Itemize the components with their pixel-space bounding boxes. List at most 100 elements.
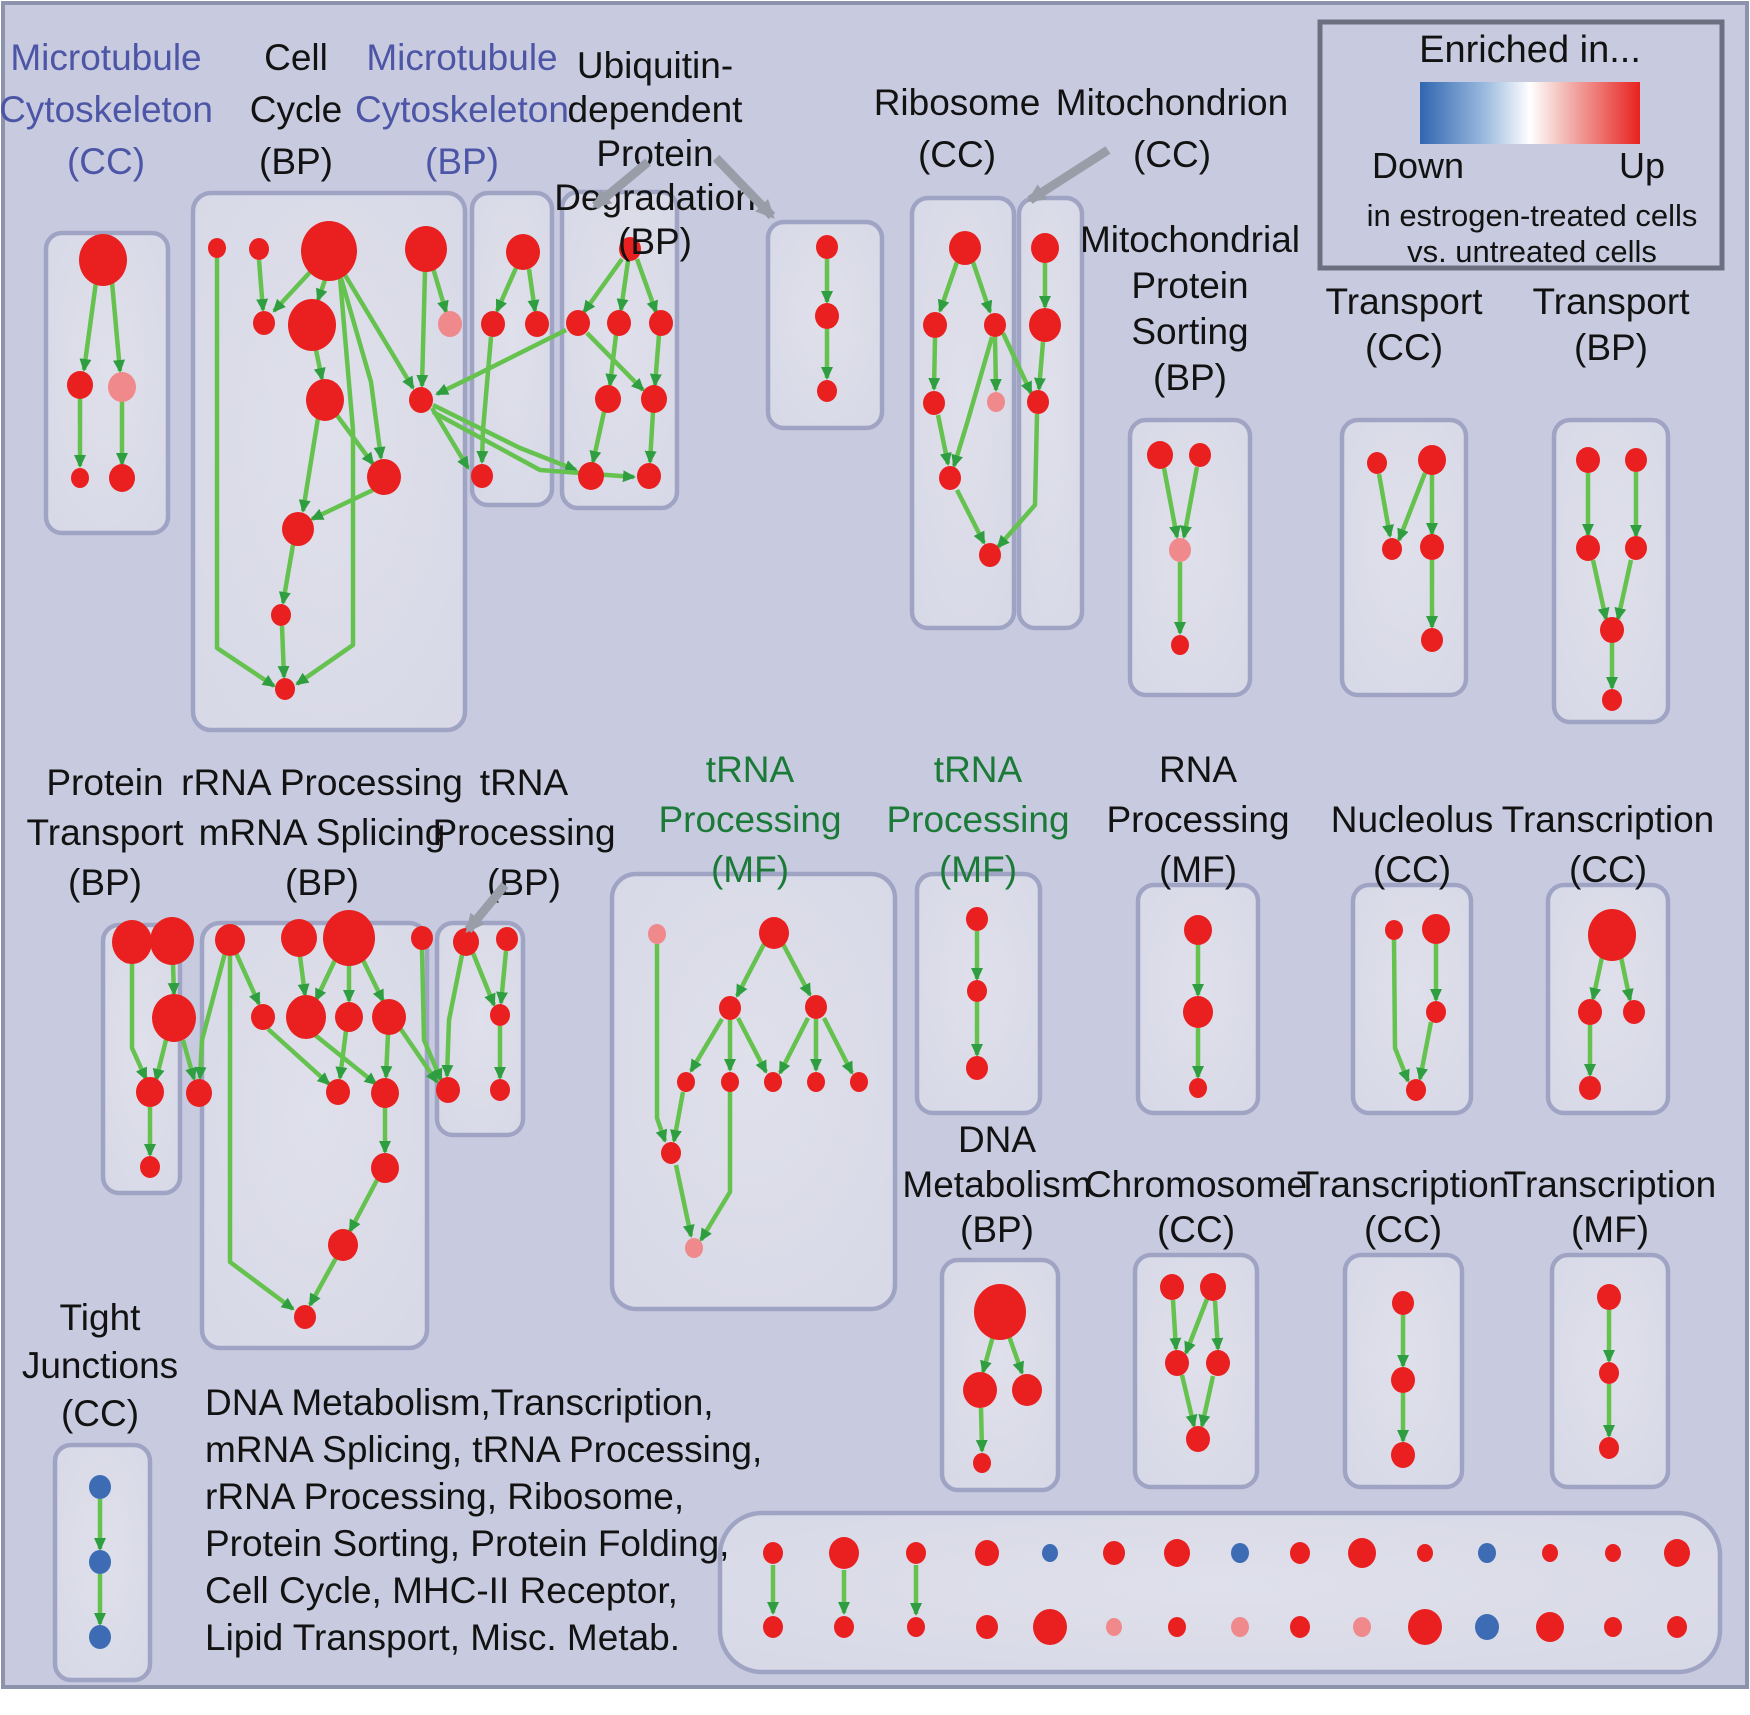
edge-arrow [670,1091,686,1143]
go-term-node [1206,1350,1230,1376]
edge-arrow [266,1027,331,1086]
go-term-node [816,235,838,259]
cluster-box-microtubule-bp [469,190,555,508]
go-term-node [372,999,406,1035]
edge-arrow [494,267,519,313]
cluster-label-ubiquitin: dependent [568,89,744,130]
edge-arrow [634,258,659,314]
go-term-node [1382,538,1402,560]
go-term-node [1186,1426,1210,1452]
go-term-node [759,917,789,949]
edge-arrow [298,417,321,513]
go-term-node [805,995,827,1019]
go-term-node [1578,999,1602,1025]
cluster-box-transcription-cc-mid [1545,882,1671,1116]
go-term-node [496,927,518,951]
edge-arrow [781,942,812,997]
edge-arrow [777,1016,811,1075]
legend-gradient-bar [1420,82,1640,144]
go-term-node [1200,1273,1226,1301]
cluster-label-microtubule-cc: Cytoskeleton [0,89,213,130]
go-term-node [1664,1539,1690,1567]
edge-arrow [928,337,941,391]
go-term-node [721,1072,739,1092]
go-term-node [1183,996,1213,1028]
go-term-node [949,231,981,265]
edge-arrow [180,1039,197,1081]
go-term-node [1367,452,1387,474]
go-term-node [1231,1617,1249,1637]
go-term-node [619,237,641,261]
edge-arrow [277,625,290,679]
go-term-node [436,1077,460,1103]
go-term-node [490,1079,510,1101]
edge-arrow [435,327,568,397]
go-term-node [481,311,505,337]
edge-arrow [430,406,470,470]
edge-arrow [649,334,662,387]
edge-arrow [980,1335,996,1374]
edge-arrow [1183,1298,1210,1355]
go-term-node [1478,1543,1496,1563]
edge-arrow [313,1033,378,1086]
cluster-label-rna-processing-mf: RNA [1159,749,1237,790]
go-term-node [1625,536,1647,560]
go-term-node [1168,1617,1186,1637]
edge-arrow [152,1039,169,1082]
go-term-node [1012,1374,1042,1406]
edge-arrow [432,402,578,473]
go-term-node [907,1617,925,1637]
edge-arrow [1416,1021,1434,1081]
go-term-node [641,385,667,413]
cluster-label-nucleolus: Nucleolus [1331,799,1493,840]
edge-arrow [1614,559,1634,621]
go-term-node [525,311,549,337]
go-term-node [1184,915,1212,945]
go-term-node [939,466,961,490]
go-term-node [438,311,462,337]
go-term-node [1576,447,1600,473]
edge-arrow [315,279,328,302]
cluster-label-dna-metabolism: (BP) [960,1209,1034,1250]
go-term-node [661,1142,681,1164]
cluster-label-ubiquitin: (BP) [618,221,692,262]
go-term-node [208,238,226,258]
go-term-node [67,371,93,399]
cluster-label-ribosome: (CC) [918,134,996,175]
cluster-label-transcription-cc-mid: (CC) [1569,849,1647,890]
go-term-node [976,1615,998,1639]
go-term-node [1392,1291,1414,1315]
go-term-node [471,464,493,488]
edge-arrow [736,1016,768,1074]
go-term-node [1605,1544,1621,1562]
edge-arrow [310,487,374,522]
go-term-node [1391,1367,1415,1393]
edge-arrow [79,281,99,372]
cluster-box-chromosome [1132,1252,1260,1490]
cluster-box-protein-transport [100,922,183,1196]
go-term-node [152,994,196,1042]
note-line: rRNA Processing, Ribosome, [205,1476,684,1517]
cluster-label-microtubule-bp: Microtubule [366,37,557,78]
edge-arrow [227,956,295,1311]
cluster-label-dna-metabolism: DNA [958,1119,1036,1160]
go-term-node [1385,920,1403,940]
edge-arrow [1376,473,1394,538]
go-term-node [286,995,326,1039]
edge-arrow [297,955,310,997]
go-term-node [89,1475,111,1499]
label-pointer-arrow [464,882,509,934]
edge-arrow [616,260,631,312]
edge-arrow [1179,1374,1198,1428]
go-term-node [150,917,194,965]
go-term-node [649,310,673,336]
go-term-node [984,313,1006,337]
go-term-node [1290,1542,1310,1564]
edge-arrow [654,944,668,1143]
cluster-label-chromosome: Chromosome [1085,1164,1307,1205]
go-term-node [1602,689,1622,711]
note-line: Protein Sorting, Protein Folding, [205,1523,729,1564]
edge-arrow [970,261,993,314]
go-term-node [186,1079,212,1107]
go-term-node [1164,1539,1190,1567]
